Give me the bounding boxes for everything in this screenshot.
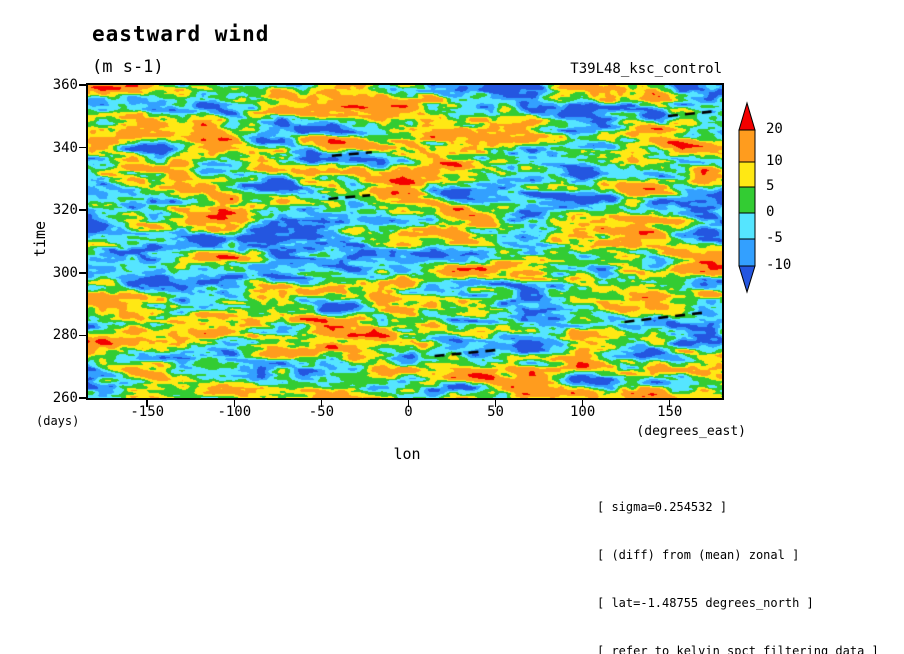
- x-axis-unit: (degrees_east): [636, 424, 746, 439]
- x-tick-mark: [407, 400, 410, 407]
- colorbar-label: -5: [766, 230, 783, 246]
- colorbar-segment: [738, 186, 756, 214]
- x-tick-mark: [668, 400, 671, 407]
- colorbar-segment: [738, 129, 756, 163]
- x-tick-label: -150: [130, 404, 165, 420]
- annotation-line: [ refer to kelvin spct filtering data ]: [597, 644, 879, 654]
- y-tick-label: 300: [52, 264, 78, 281]
- y-tick-label: 360: [52, 77, 78, 93]
- y-tick-label: 320: [52, 202, 78, 219]
- colorbar-arrow: [738, 265, 756, 294]
- x-tick-label: -100: [217, 404, 252, 420]
- annotation-line: [ (diff) from (mean) zonal ]: [597, 548, 800, 562]
- x-tick-mark: [494, 400, 497, 407]
- y-tick-mark: [79, 84, 86, 86]
- y-tick-mark: [79, 272, 86, 274]
- y-tick-label: 260: [52, 390, 78, 406]
- heatmap-canvas: [88, 85, 722, 398]
- y-tick-label: 280: [52, 327, 78, 344]
- y-axis-unit: (days): [36, 414, 80, 428]
- annotation-line: [ sigma=0.254532 ]: [597, 500, 728, 514]
- x-tick-label: -50: [308, 404, 335, 420]
- colorbar-label: -10: [766, 257, 792, 273]
- x-tick-mark: [581, 400, 584, 407]
- plot-frame: [86, 83, 724, 400]
- chart-units-subtitle: (m s-1): [92, 57, 164, 77]
- colorbar-arrow: [738, 101, 756, 131]
- chart-title: eastward wind: [92, 22, 270, 46]
- colorbar-segment: [738, 238, 756, 267]
- colorbar: 20 10 5 0 -5 -10: [736, 100, 826, 315]
- x-tick-mark: [233, 400, 236, 407]
- x-tick-label: 100: [570, 404, 596, 420]
- colorbar-segment: [738, 212, 756, 240]
- x-tick-mark: [320, 400, 323, 407]
- annotations-block: [ sigma=0.254532 ] [ (diff) from (mean) …: [597, 467, 879, 654]
- y-tick-mark: [79, 209, 86, 211]
- annotation-line: [ lat=-1.48755 degrees_north ]: [597, 596, 814, 610]
- colorbar-label: 20: [766, 121, 783, 137]
- colorbar-label: 5: [766, 178, 775, 194]
- colorbar-segment: [738, 161, 756, 188]
- run-label: T39L48_ksc_control: [570, 61, 722, 77]
- y-tick-mark: [79, 146, 86, 149]
- colorbar-label: 0: [766, 204, 775, 220]
- x-axis-label: lon: [393, 445, 421, 463]
- y-tick-mark: [79, 397, 86, 399]
- x-tick-label: 150: [657, 404, 683, 420]
- y-tick-mark: [79, 334, 86, 337]
- x-tick-label: 0: [404, 404, 413, 420]
- colorbar-label: 10: [766, 153, 783, 169]
- y-tick-label: 340: [52, 139, 78, 156]
- x-tick-mark: [146, 400, 148, 407]
- colorbar-bar: [738, 101, 756, 294]
- x-tick-label: 50: [487, 404, 504, 420]
